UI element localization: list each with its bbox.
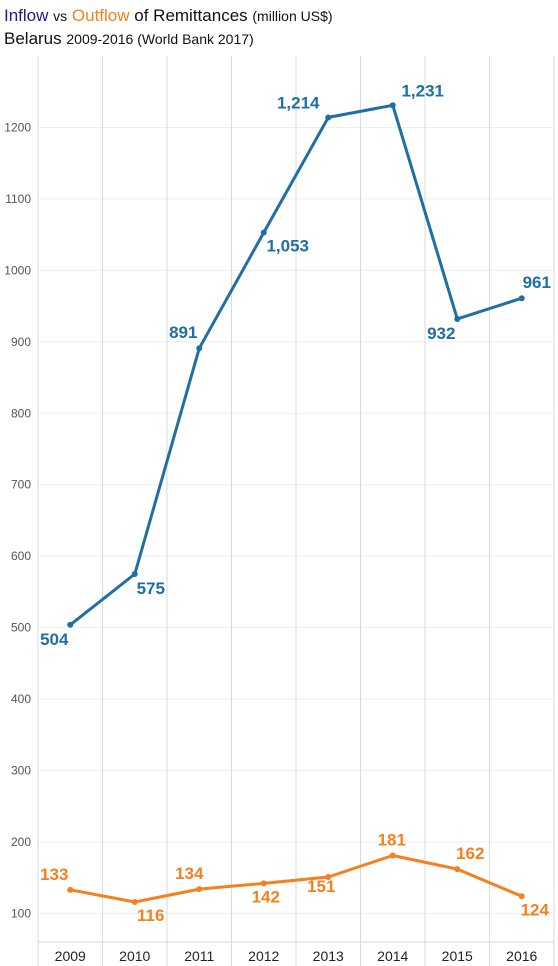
title-vs: vs	[53, 8, 68, 24]
y-tick-label: 100	[11, 906, 31, 920]
outflow-data-point	[196, 886, 203, 893]
y-tick-label: 1000	[4, 263, 31, 277]
y-tick-label: 400	[11, 692, 31, 706]
outflow-data-label: 134	[175, 864, 204, 883]
inflow-data-point	[454, 315, 461, 322]
x-tick-label: 2015	[442, 948, 473, 964]
x-tick-label: 2012	[248, 948, 279, 964]
outflow-data-point	[67, 886, 74, 893]
x-tick-label: 2016	[506, 948, 537, 964]
title-line-2: Belarus 2009-2016 (World Bank 2017)	[4, 28, 554, 50]
outflow-data-label: 116	[137, 906, 164, 925]
y-tick-label: 1100	[5, 192, 31, 206]
y-tick-label: 300	[11, 764, 31, 778]
inflow-series-line	[69, 103, 523, 626]
outflow-data-point	[518, 893, 525, 900]
inflow-data-label: 961	[523, 273, 551, 292]
outflow-data-label: 133	[40, 865, 68, 884]
inflow-data-label: 1,214	[277, 93, 320, 112]
x-tick-label: 2009	[55, 948, 86, 964]
inflow-data-point	[389, 102, 396, 109]
outflow-data-label: 181	[378, 831, 406, 850]
y-tick-label: 900	[11, 335, 31, 349]
inflow-data-point	[518, 295, 525, 302]
outflow-data-point	[260, 880, 267, 887]
y-tick-label: 1200	[4, 120, 31, 134]
inflow-data-label: 504	[40, 630, 69, 649]
y-tick-label: 600	[11, 549, 31, 563]
outflow-data-point	[131, 898, 138, 905]
inflow-data-point	[325, 114, 332, 121]
title-inflow-word: Inflow	[4, 6, 49, 25]
y-tick-label: 700	[11, 478, 31, 492]
outflow-data-label: 162	[456, 844, 484, 863]
x-tick-label: 2011	[184, 948, 214, 964]
title-rest: of Remittances	[134, 6, 248, 25]
title-line-1: Inflow vs Outflow of Remittances (millio…	[4, 4, 554, 28]
inflow-data-label: 1,053	[266, 236, 309, 255]
title-subtitle: 2009-2016 (World Bank 2017)	[66, 31, 254, 47]
y-tick-label: 500	[11, 621, 31, 635]
inflow-data-label: 932	[427, 324, 455, 343]
x-tick-label: 2013	[313, 948, 344, 964]
title-outflow-word: Outflow	[71, 6, 130, 25]
outflow-series-line	[70, 854, 523, 904]
outflow-data-point	[454, 866, 461, 873]
title-country: Belarus	[4, 29, 62, 48]
inflow-data-point	[67, 621, 74, 628]
inflow-data-point	[260, 229, 267, 236]
chart-title: Inflow vs Outflow of Remittances (millio…	[4, 4, 554, 50]
outflow-data-label: 151	[307, 877, 335, 896]
inflow-data-label: 891	[169, 323, 197, 342]
y-tick-label: 200	[11, 835, 31, 849]
outflow-data-point	[325, 873, 332, 880]
x-tick-label: 2010	[119, 948, 150, 964]
inflow-data-label: 575	[137, 579, 165, 598]
inflow-data-point	[131, 571, 138, 578]
outflow-data-point	[389, 852, 396, 859]
inflow-data-label: 1,231	[401, 81, 444, 100]
outflow-data-label: 142	[252, 887, 280, 906]
inflow-data-point	[196, 345, 203, 352]
x-tick-label: 2014	[377, 948, 408, 964]
title-unit: (million US$)	[252, 8, 333, 24]
y-tick-label: 800	[11, 406, 31, 420]
outflow-data-label: 124	[521, 900, 550, 919]
